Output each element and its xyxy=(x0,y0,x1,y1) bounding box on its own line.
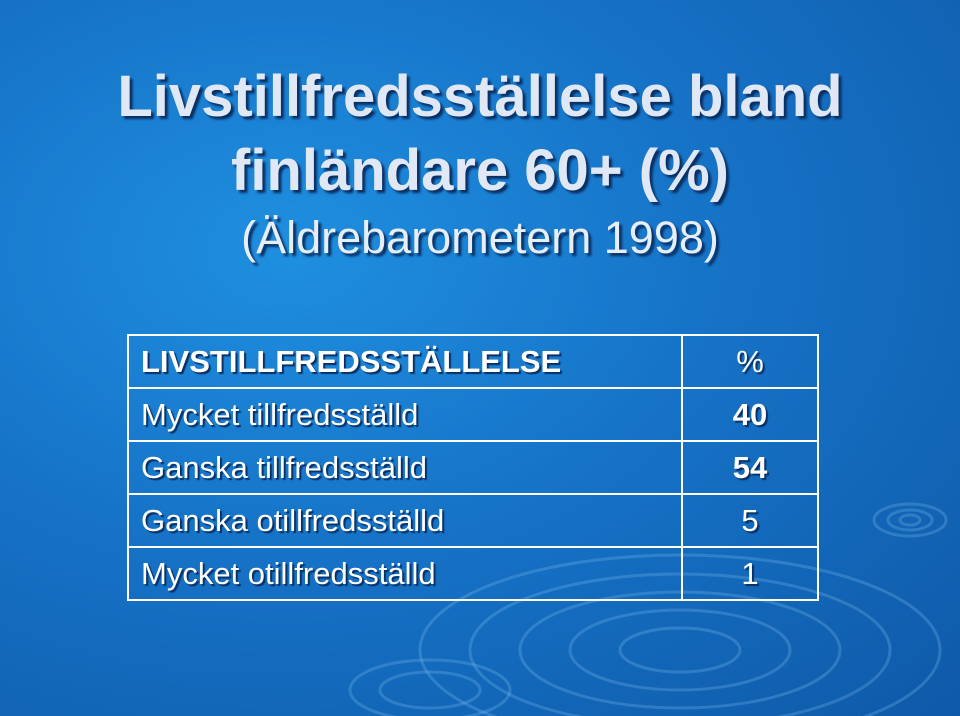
row-label-cell: Ganska otillfredsställd xyxy=(127,493,683,548)
row-label-cell: Mycket otillfredsställd xyxy=(127,546,683,601)
table-header-row: LIVSTILLFREDSSTÄLLELSE % xyxy=(127,334,819,389)
row-value-cell: 5 xyxy=(681,493,819,548)
header-label-cell: LIVSTILLFREDSSTÄLLELSE xyxy=(127,334,683,389)
row-label-cell: Mycket tillfredsställd xyxy=(127,387,683,442)
row-label-cell: Ganska tillfredsställd xyxy=(127,440,683,495)
title-subtitle: (Äldrebarometern 1998) xyxy=(241,212,719,263)
table-row: Ganska otillfredsställd 5 xyxy=(127,493,819,548)
row-value-cell: 40 xyxy=(681,387,819,442)
table-row: Mycket otillfredsställd 1 xyxy=(127,546,819,601)
table-row: Mycket tillfredsställd 40 xyxy=(127,387,819,442)
header-value-cell: % xyxy=(681,334,819,389)
table-row: Ganska tillfredsställd 54 xyxy=(127,440,819,495)
row-value-cell: 54 xyxy=(681,440,819,495)
row-value-cell: 1 xyxy=(681,546,819,601)
title-line-2: finländare 60+ (%) xyxy=(231,138,729,203)
title-line-1: Livstillfredsställelse bland xyxy=(117,64,843,129)
slide-title: Livstillfredsställelse bland finländare … xyxy=(0,60,960,268)
life-satisfaction-table: LIVSTILLFREDSSTÄLLELSE % Mycket tillfred… xyxy=(127,334,819,601)
